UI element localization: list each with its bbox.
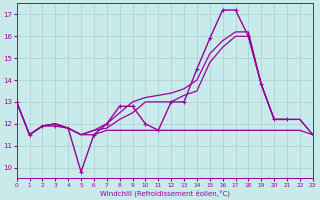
X-axis label: Windchill (Refroidissement éolien,°C): Windchill (Refroidissement éolien,°C) (100, 189, 230, 197)
